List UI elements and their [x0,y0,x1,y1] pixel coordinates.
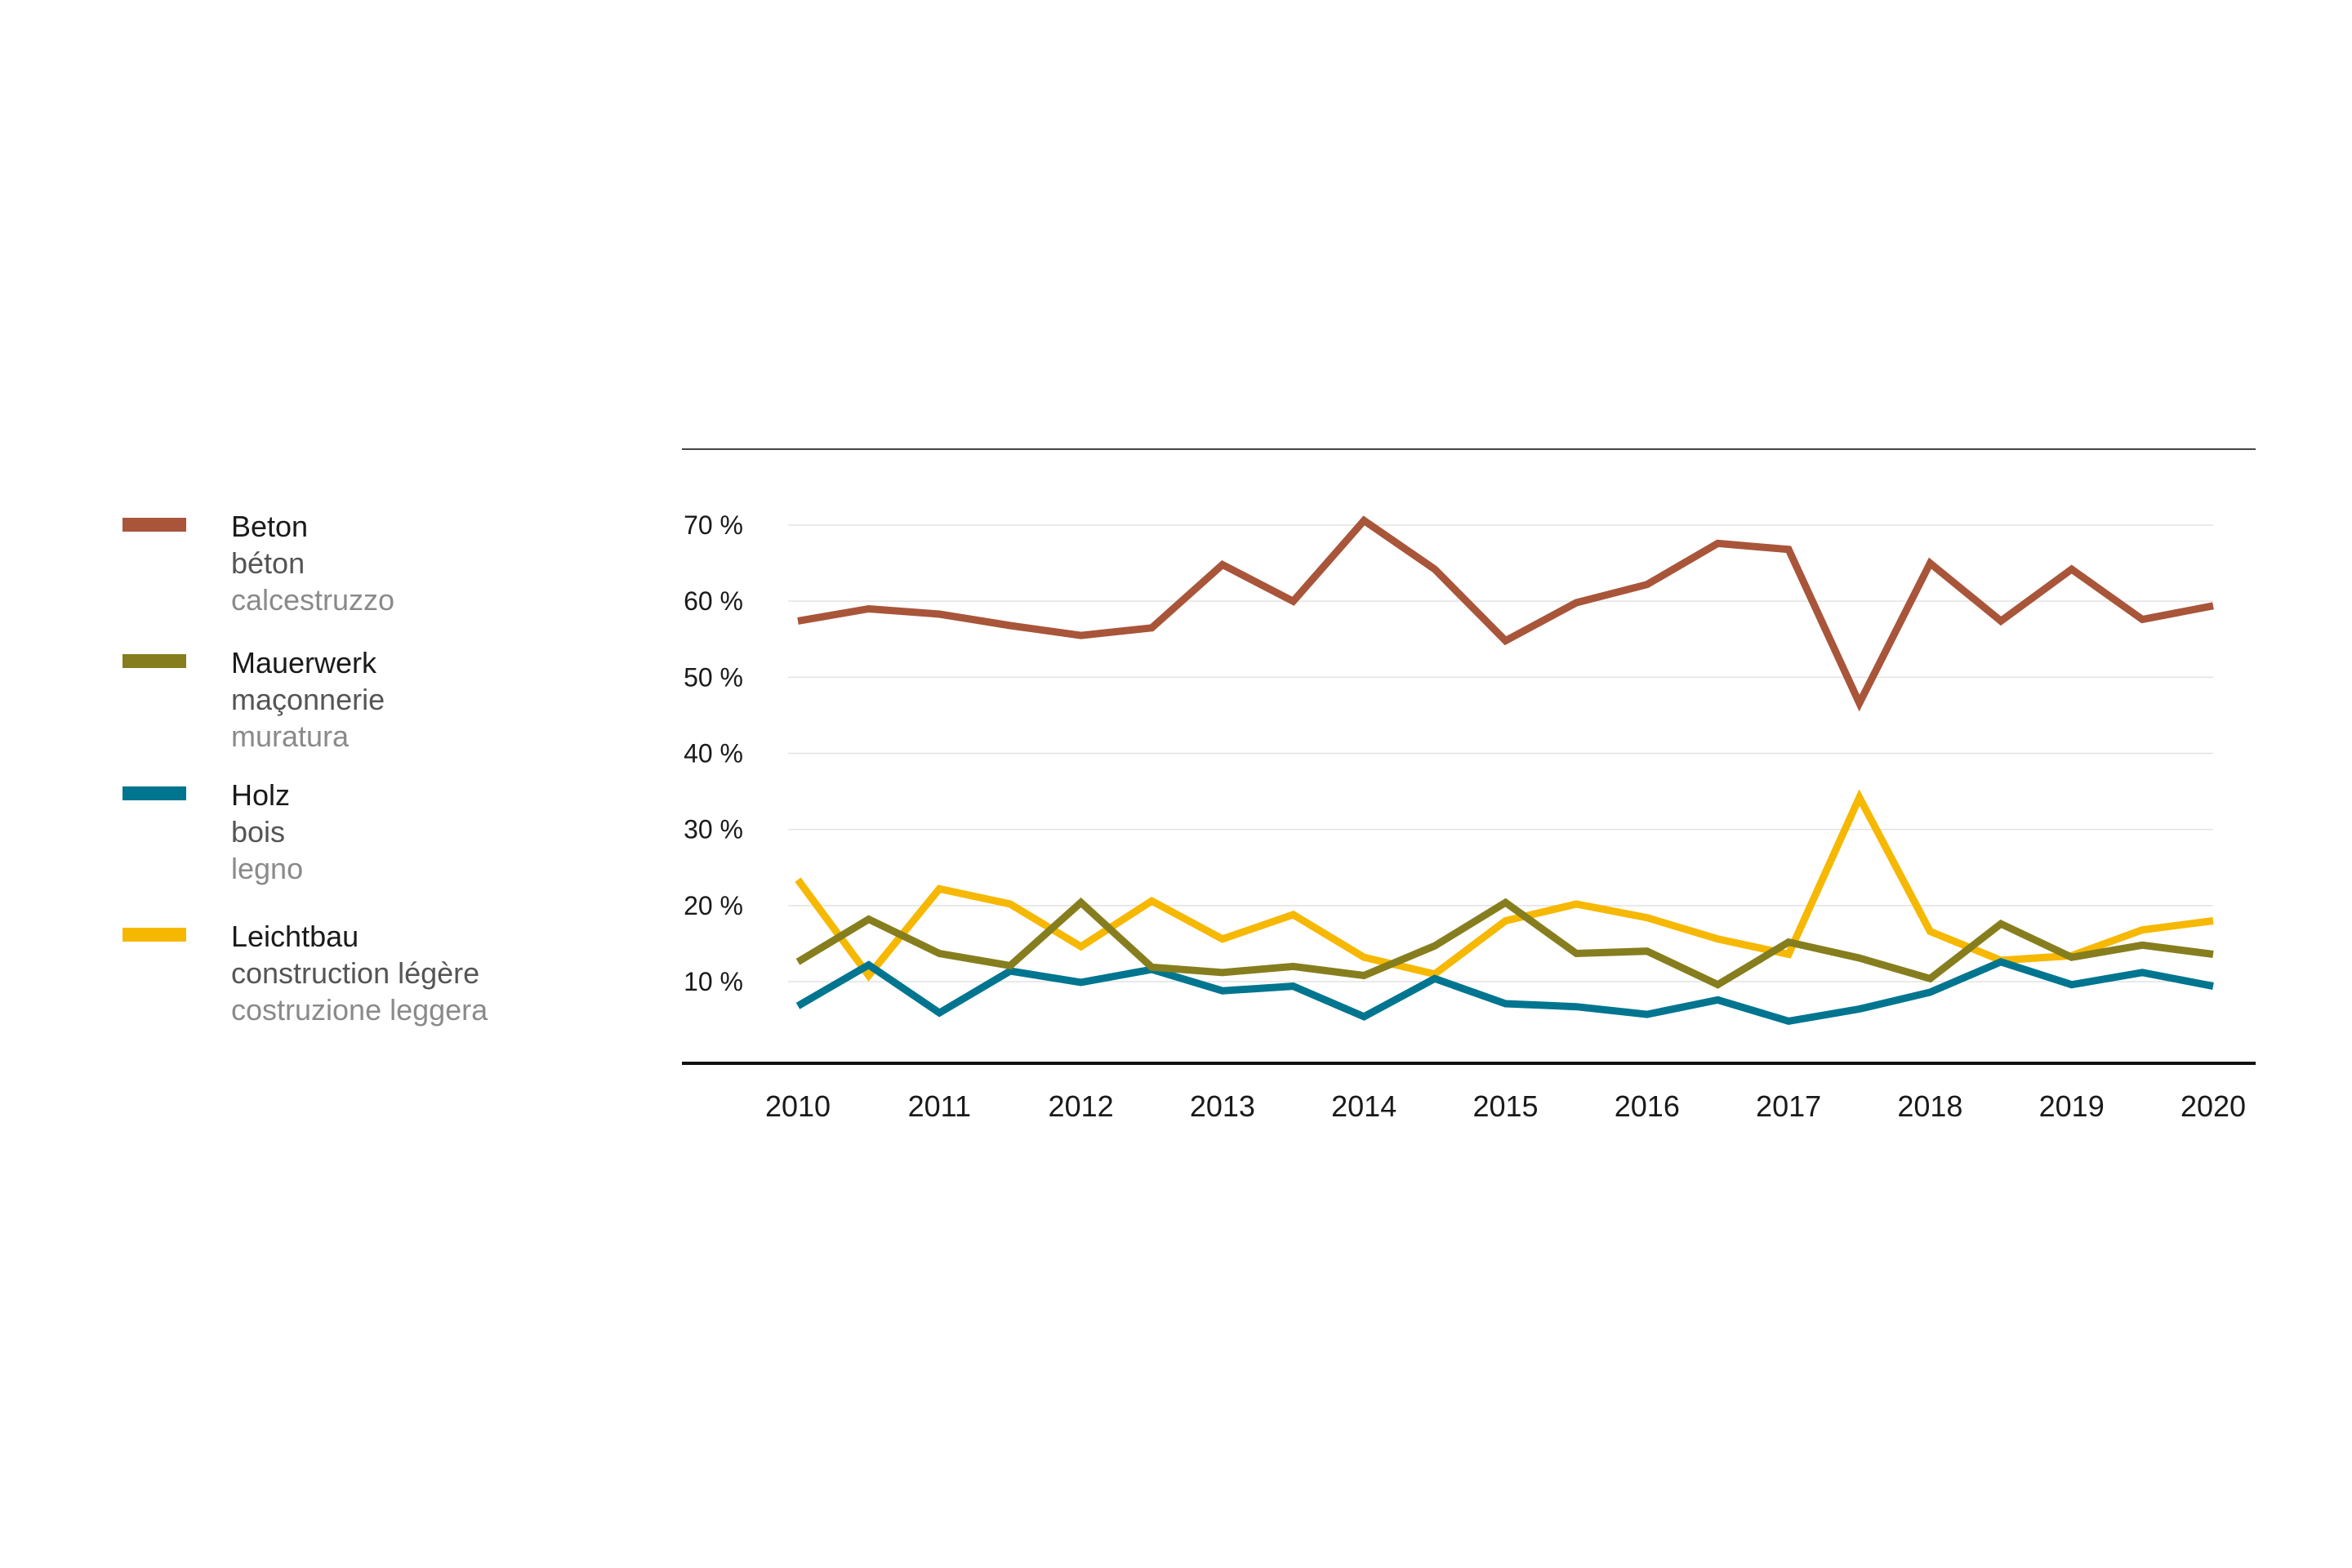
legend-label-de: Beton [231,510,308,543]
series-line-leichtbau [795,789,2214,982]
y-tick-label: 40 % [684,739,743,768]
y-tick-label: 60 % [684,586,743,616]
x-tick-label: 2018 [1897,1089,1962,1123]
x-tick-label: 2020 [2180,1089,2246,1123]
series-lines [795,515,2214,1026]
y-tick-label: 10 % [684,967,743,996]
y-axis-ticks: 10 % 20 % 30 % 40 % 50 % 60 % 70 % [684,510,743,996]
x-tick-label: 2011 [908,1089,971,1123]
x-tick-label: 2019 [2039,1089,2105,1123]
x-tick-label: 2013 [1190,1089,1255,1123]
legend-label-fr: béton [231,546,305,580]
x-tick-label: 2012 [1049,1089,1114,1123]
series-line-beton [797,515,2214,712]
y-tick-label: 50 % [684,662,743,692]
legend-swatch [122,786,186,800]
legend-label-fr: maçonnerie [231,683,385,716]
y-tick-label: 20 % [684,891,743,920]
legend-label-it: costruzione leggera [231,993,488,1027]
legend-swatch [122,928,186,942]
legend-label-it: legno [231,852,303,885]
y-tick-label: 70 % [684,510,743,540]
series-line-holz [795,957,2214,1026]
legend-label-de: Holz [231,778,290,812]
grid-lines [788,524,2213,982]
x-tick-label: 2014 [1331,1089,1396,1123]
legend-label-de: Leichtbau [231,920,359,953]
x-tick-label: 2015 [1472,1089,1538,1123]
legend-label-fr: construction légère [231,956,479,990]
legend-swatch [122,654,186,668]
legend-label-it: calcestruzzo [231,583,394,617]
x-tick-label: 2016 [1615,1089,1680,1123]
series-line-mauerwerk [795,898,2214,989]
x-axis-ticks: 2010 2011 2012 2013 2014 2015 2016 2017 2018 2019… [765,1089,2246,1123]
legend-label-it: muratura [231,719,350,753]
legend-swatch [122,518,186,532]
y-tick-label: 30 % [684,815,743,844]
x-tick-label: 2017 [1756,1089,1821,1123]
legend-label-fr: bois [231,815,285,849]
legend-label-de: Mauerwerk [231,646,377,679]
x-tick-label: 2010 [765,1089,831,1123]
